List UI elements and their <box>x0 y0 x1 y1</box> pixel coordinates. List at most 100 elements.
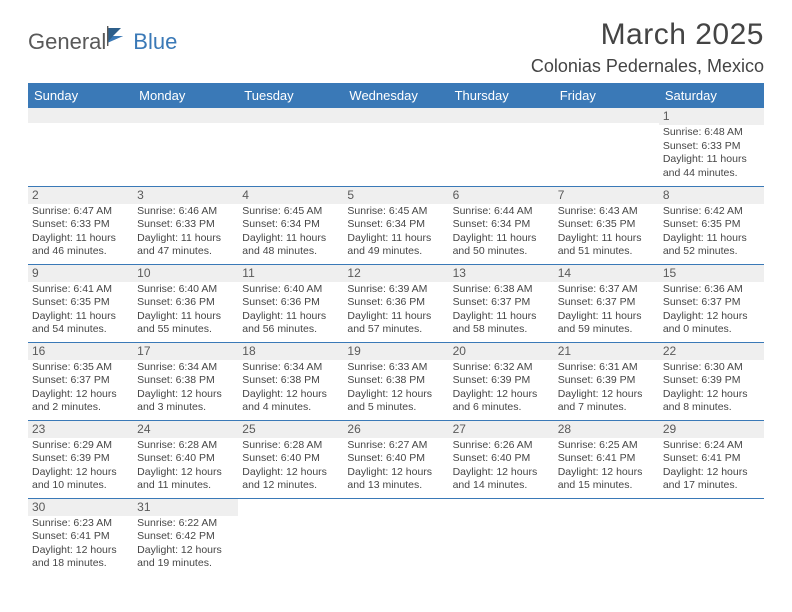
weekday-header: Tuesday <box>238 83 343 108</box>
sunrise-text: Sunrise: 6:34 AM <box>242 361 339 374</box>
empty-day-strip <box>28 108 133 123</box>
location-subtitle: Colonias Pedernales, Mexico <box>531 56 764 77</box>
day-number: 22 <box>659 343 764 360</box>
weekday-header: Friday <box>554 83 659 108</box>
sunset-text: Sunset: 6:40 PM <box>453 452 550 465</box>
sunrise-text: Sunrise: 6:26 AM <box>453 439 550 452</box>
daylight-text: Daylight: 11 hours and 58 minutes. <box>453 310 550 337</box>
daylight-text: Daylight: 11 hours and 52 minutes. <box>663 232 760 259</box>
calendar-row: 9Sunrise: 6:41 AMSunset: 6:35 PMDaylight… <box>28 264 764 342</box>
calendar-cell: 2Sunrise: 6:47 AMSunset: 6:33 PMDaylight… <box>28 186 133 264</box>
sunrise-text: Sunrise: 6:48 AM <box>663 126 760 139</box>
calendar-cell: 24Sunrise: 6:28 AMSunset: 6:40 PMDayligh… <box>133 420 238 498</box>
daylight-text: Daylight: 12 hours and 18 minutes. <box>32 544 129 571</box>
month-title: March 2025 <box>531 18 764 52</box>
day-number: 23 <box>28 421 133 438</box>
sunset-text: Sunset: 6:33 PM <box>663 140 760 153</box>
weekday-header: Saturday <box>659 83 764 108</box>
calendar-row: 2Sunrise: 6:47 AMSunset: 6:33 PMDaylight… <box>28 186 764 264</box>
calendar-cell: 6Sunrise: 6:44 AMSunset: 6:34 PMDaylight… <box>449 186 554 264</box>
calendar-cell <box>449 498 554 576</box>
daylight-text: Daylight: 11 hours and 56 minutes. <box>242 310 339 337</box>
sunrise-text: Sunrise: 6:38 AM <box>453 283 550 296</box>
daylight-text: Daylight: 11 hours and 54 minutes. <box>32 310 129 337</box>
calendar-cell: 28Sunrise: 6:25 AMSunset: 6:41 PMDayligh… <box>554 420 659 498</box>
day-number: 15 <box>659 265 764 282</box>
calendar-cell: 31Sunrise: 6:22 AMSunset: 6:42 PMDayligh… <box>133 498 238 576</box>
day-number: 3 <box>133 187 238 204</box>
day-number: 11 <box>238 265 343 282</box>
sunrise-text: Sunrise: 6:40 AM <box>137 283 234 296</box>
day-number: 21 <box>554 343 659 360</box>
day-number: 18 <box>238 343 343 360</box>
calendar-cell <box>449 108 554 186</box>
sunrise-text: Sunrise: 6:24 AM <box>663 439 760 452</box>
sunrise-text: Sunrise: 6:37 AM <box>558 283 655 296</box>
day-number: 1 <box>659 108 764 125</box>
brand-part2: Blue <box>133 29 177 55</box>
sunrise-text: Sunrise: 6:28 AM <box>242 439 339 452</box>
daylight-text: Daylight: 12 hours and 4 minutes. <box>242 388 339 415</box>
day-number: 24 <box>133 421 238 438</box>
daylight-text: Daylight: 11 hours and 47 minutes. <box>137 232 234 259</box>
calendar-cell <box>238 498 343 576</box>
calendar-cell: 22Sunrise: 6:30 AMSunset: 6:39 PMDayligh… <box>659 342 764 420</box>
sunset-text: Sunset: 6:33 PM <box>137 218 234 231</box>
sunrise-text: Sunrise: 6:32 AM <box>453 361 550 374</box>
day-number: 2 <box>28 187 133 204</box>
sunrise-text: Sunrise: 6:29 AM <box>32 439 129 452</box>
calendar-cell <box>238 108 343 186</box>
weekday-header: Sunday <box>28 83 133 108</box>
weekday-header: Wednesday <box>343 83 448 108</box>
sunrise-text: Sunrise: 6:39 AM <box>347 283 444 296</box>
sunset-text: Sunset: 6:36 PM <box>242 296 339 309</box>
calendar-cell: 9Sunrise: 6:41 AMSunset: 6:35 PMDaylight… <box>28 264 133 342</box>
calendar-cell: 25Sunrise: 6:28 AMSunset: 6:40 PMDayligh… <box>238 420 343 498</box>
sunset-text: Sunset: 6:34 PM <box>453 218 550 231</box>
calendar-cell: 15Sunrise: 6:36 AMSunset: 6:37 PMDayligh… <box>659 264 764 342</box>
sunrise-text: Sunrise: 6:34 AM <box>137 361 234 374</box>
daylight-text: Daylight: 12 hours and 5 minutes. <box>347 388 444 415</box>
calendar-cell: 29Sunrise: 6:24 AMSunset: 6:41 PMDayligh… <box>659 420 764 498</box>
day-number: 12 <box>343 265 448 282</box>
sunrise-text: Sunrise: 6:44 AM <box>453 205 550 218</box>
calendar-cell <box>554 498 659 576</box>
calendar-cell: 4Sunrise: 6:45 AMSunset: 6:34 PMDaylight… <box>238 186 343 264</box>
calendar-cell: 1Sunrise: 6:48 AMSunset: 6:33 PMDaylight… <box>659 108 764 186</box>
sunrise-text: Sunrise: 6:30 AM <box>663 361 760 374</box>
sunset-text: Sunset: 6:39 PM <box>663 374 760 387</box>
calendar-cell <box>28 108 133 186</box>
sunrise-text: Sunrise: 6:40 AM <box>242 283 339 296</box>
day-number: 30 <box>28 499 133 516</box>
sunrise-text: Sunrise: 6:35 AM <box>32 361 129 374</box>
sunset-text: Sunset: 6:39 PM <box>453 374 550 387</box>
day-number: 8 <box>659 187 764 204</box>
sunrise-text: Sunrise: 6:22 AM <box>137 517 234 530</box>
day-number: 14 <box>554 265 659 282</box>
brand-part1: General <box>28 29 106 55</box>
daylight-text: Daylight: 11 hours and 46 minutes. <box>32 232 129 259</box>
sunrise-text: Sunrise: 6:41 AM <box>32 283 129 296</box>
sunrise-text: Sunrise: 6:45 AM <box>242 205 339 218</box>
sunset-text: Sunset: 6:36 PM <box>137 296 234 309</box>
calendar-row: 23Sunrise: 6:29 AMSunset: 6:39 PMDayligh… <box>28 420 764 498</box>
sunrise-text: Sunrise: 6:36 AM <box>663 283 760 296</box>
sunset-text: Sunset: 6:40 PM <box>242 452 339 465</box>
calendar-row: 30Sunrise: 6:23 AMSunset: 6:41 PMDayligh… <box>28 498 764 576</box>
daylight-text: Daylight: 12 hours and 0 minutes. <box>663 310 760 337</box>
calendar-cell: 30Sunrise: 6:23 AMSunset: 6:41 PMDayligh… <box>28 498 133 576</box>
day-number: 6 <box>449 187 554 204</box>
sunset-text: Sunset: 6:37 PM <box>453 296 550 309</box>
empty-day-strip <box>554 108 659 123</box>
daylight-text: Daylight: 12 hours and 7 minutes. <box>558 388 655 415</box>
day-number: 9 <box>28 265 133 282</box>
sunset-text: Sunset: 6:39 PM <box>558 374 655 387</box>
sunset-text: Sunset: 6:41 PM <box>558 452 655 465</box>
daylight-text: Daylight: 11 hours and 48 minutes. <box>242 232 339 259</box>
day-number: 28 <box>554 421 659 438</box>
sunrise-text: Sunrise: 6:45 AM <box>347 205 444 218</box>
daylight-text: Daylight: 12 hours and 11 minutes. <box>137 466 234 493</box>
daylight-text: Daylight: 11 hours and 59 minutes. <box>558 310 655 337</box>
sunset-text: Sunset: 6:38 PM <box>347 374 444 387</box>
daylight-text: Daylight: 12 hours and 8 minutes. <box>663 388 760 415</box>
